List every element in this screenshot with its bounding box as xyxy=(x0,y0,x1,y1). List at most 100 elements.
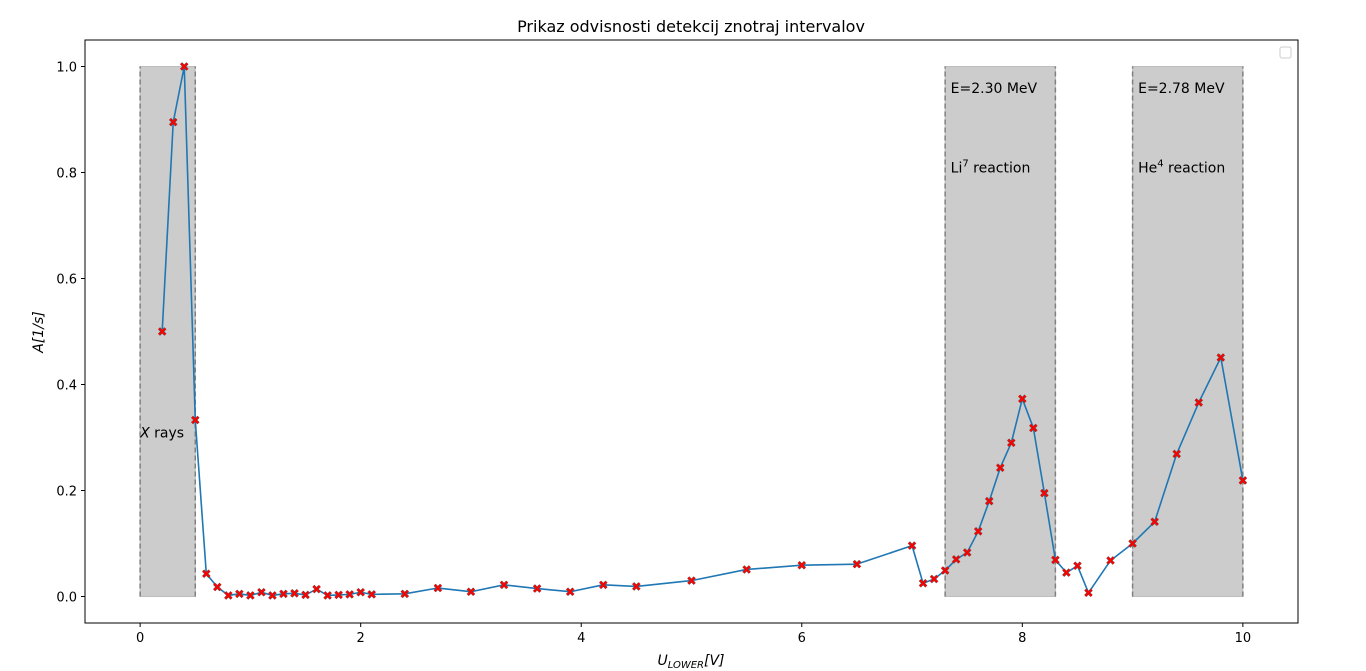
legend-box xyxy=(1279,46,1292,59)
data-point xyxy=(400,589,410,599)
data-point xyxy=(323,591,332,600)
data-point-mark xyxy=(290,589,299,598)
highlight-region xyxy=(139,66,196,597)
data-point-mark xyxy=(797,561,806,570)
data-point-mark xyxy=(180,62,189,71)
data-point xyxy=(1172,449,1181,459)
data-point xyxy=(290,589,299,598)
data-point xyxy=(1216,353,1226,362)
data-point xyxy=(202,569,211,578)
axes-frame xyxy=(84,39,1299,624)
data-point xyxy=(1194,398,1204,407)
data-point-mark xyxy=(930,575,939,583)
chart-title: Prikaz odvisnosti detekcij znotraj inter… xyxy=(517,17,865,36)
x-tick-label: 6 xyxy=(798,631,806,646)
y-tick-label: 0.4 xyxy=(56,379,77,394)
annotation-text: E=2.78 MeV xyxy=(1138,81,1225,97)
data-point-mark xyxy=(158,327,167,336)
data-point xyxy=(1051,555,1060,565)
data-series xyxy=(161,65,1244,597)
data-point xyxy=(1062,568,1071,577)
data-point xyxy=(268,591,277,600)
data-point-mark xyxy=(853,560,861,569)
data-point xyxy=(940,566,950,575)
data-point-mark xyxy=(356,588,365,597)
data-point xyxy=(191,415,200,425)
data-point-mark xyxy=(467,587,475,596)
x-tick-label: 2 xyxy=(357,631,365,646)
data-point xyxy=(301,590,310,600)
data-point xyxy=(532,584,542,593)
data-point-mark xyxy=(599,580,608,589)
data-point xyxy=(797,560,807,570)
highlight-regions xyxy=(139,66,1244,597)
data-point-mark xyxy=(224,591,233,600)
data-point xyxy=(918,578,928,588)
data-point xyxy=(179,62,189,71)
data-point xyxy=(345,590,354,599)
data-point-mark xyxy=(963,548,972,557)
data-point xyxy=(312,584,321,594)
series-line xyxy=(161,65,1244,597)
data-point-mark xyxy=(1194,398,1203,407)
data-point-mark xyxy=(1216,353,1225,362)
data-point-mark xyxy=(202,569,211,578)
x-tick-label: 8 xyxy=(1018,631,1026,646)
data-point xyxy=(929,574,939,584)
data-point xyxy=(246,591,255,600)
x-tick-label: 4 xyxy=(577,631,585,646)
data-point xyxy=(499,580,509,590)
data-point xyxy=(367,590,376,599)
data-point-mark xyxy=(632,582,641,591)
data-point-mark xyxy=(334,591,343,599)
y-tick-label: 0.2 xyxy=(56,485,77,500)
x-tick-label: 10 xyxy=(1235,631,1252,646)
data-point-mark xyxy=(1018,394,1027,403)
data-point xyxy=(1150,517,1159,527)
data-point-mark xyxy=(687,576,696,585)
data-point xyxy=(962,548,972,557)
data-point-mark xyxy=(500,580,508,589)
annotation-text: X rays xyxy=(139,426,184,442)
data-point xyxy=(907,541,917,550)
data-point xyxy=(951,555,961,564)
data-point xyxy=(1238,476,1248,485)
data-point-mark xyxy=(1084,588,1093,597)
data-point-mark xyxy=(974,527,983,536)
data-point xyxy=(334,590,343,600)
data-point xyxy=(433,583,443,593)
data-point xyxy=(213,582,222,592)
data-point xyxy=(996,463,1005,472)
y-axis-label: A[1/s] xyxy=(31,311,47,353)
data-point xyxy=(742,565,751,574)
x-axis-ticks: 0 2 4 6 8 10 xyxy=(136,623,1251,646)
data-point-mark xyxy=(742,565,751,574)
data-point xyxy=(224,591,233,600)
data-point-mark xyxy=(1073,561,1082,570)
data-point xyxy=(1018,394,1027,404)
data-point xyxy=(1106,556,1115,565)
annotations: X rays E=2.30 MeV Li7 reaction E=2.78 MeV He… xyxy=(139,81,1225,442)
data-point xyxy=(1029,423,1038,433)
data-point-mark xyxy=(1238,476,1247,485)
data-point xyxy=(565,587,575,596)
annotation-text: Li7 reaction xyxy=(951,159,1031,177)
data-point xyxy=(1073,561,1082,571)
data-point-mark xyxy=(908,541,916,550)
data-point-mark xyxy=(323,591,332,600)
data-point-mark xyxy=(1172,450,1181,458)
data-point-mark xyxy=(169,118,178,127)
data-point-mark xyxy=(1150,517,1159,526)
data-point-mark xyxy=(257,588,266,597)
data-point xyxy=(973,527,983,536)
data-point xyxy=(279,589,288,599)
highlight-region xyxy=(1132,66,1244,597)
y-tick-label: 0.0 xyxy=(56,591,77,606)
y-axis-ticks: 0.0 0.2 0.4 0.6 0.8 1.0 xyxy=(56,61,85,606)
data-point-mark xyxy=(985,497,994,506)
data-point-mark xyxy=(941,566,950,575)
data-point-mark xyxy=(919,579,927,588)
data-point-mark xyxy=(996,463,1005,472)
data-point xyxy=(984,496,994,506)
